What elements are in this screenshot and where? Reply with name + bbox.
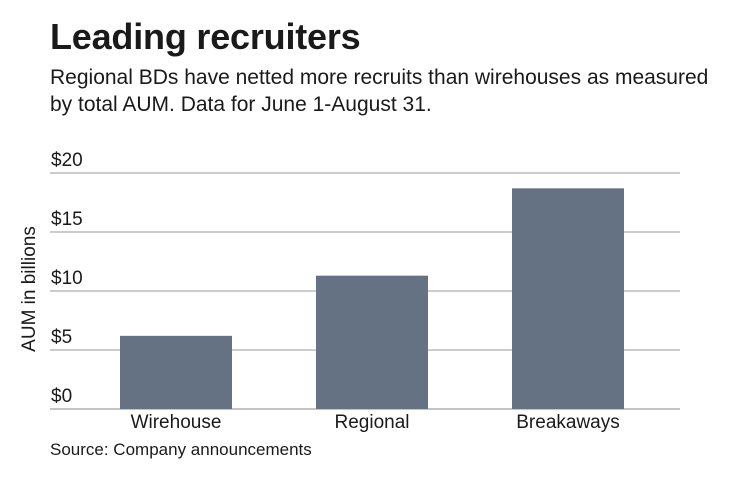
chart-title: Leading recruiters: [50, 16, 361, 57]
bar-wirehouse: [120, 335, 232, 409]
y-tick-label: $0: [51, 386, 72, 407]
bar-regional: [316, 275, 428, 409]
bar-breakaways: [512, 188, 624, 409]
chart-subtitle: Regional BDs have netted more recruits t…: [50, 66, 709, 116]
y-tick-label: $5: [51, 327, 72, 348]
x-tick-label: Regional: [335, 412, 410, 433]
x-tick-label: Breakaways: [516, 412, 620, 433]
source-note: Source: Company announcements: [50, 440, 312, 459]
y-tick-label: $20: [51, 150, 83, 171]
x-tick-label: Wirehouse: [131, 412, 222, 433]
y-tick-label: $15: [51, 209, 83, 230]
axis-labels: $0 $5 $10 $15 $20 Wirehouse Regional Breakaways: [51, 150, 620, 433]
bar-chart: $0 $5 $10 $15 $20 Wirehouse Regional Breakaways: [50, 150, 680, 433]
bars: [120, 188, 624, 409]
y-tick-label: $10: [51, 268, 83, 289]
